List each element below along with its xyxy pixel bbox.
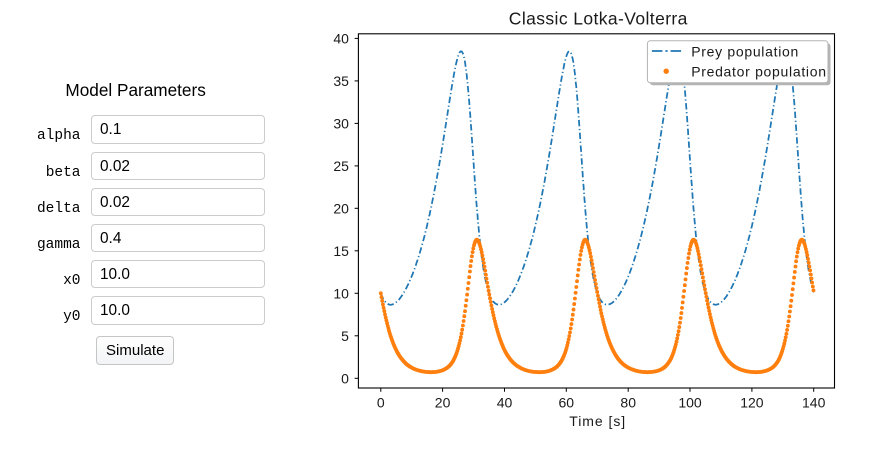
svg-text:100: 100 bbox=[678, 395, 702, 411]
svg-text:15: 15 bbox=[333, 243, 349, 259]
svg-text:10: 10 bbox=[333, 285, 349, 301]
svg-text:25: 25 bbox=[333, 158, 349, 174]
svg-text:120: 120 bbox=[740, 395, 764, 411]
svg-text:80: 80 bbox=[620, 395, 636, 411]
svg-text:5: 5 bbox=[341, 328, 349, 344]
svg-text:Time [s]: Time [s] bbox=[569, 413, 626, 429]
svg-text:Classic Lotka-Volterra: Classic Lotka-Volterra bbox=[509, 9, 688, 29]
svg-text:20: 20 bbox=[435, 395, 451, 411]
svg-text:30: 30 bbox=[333, 115, 349, 131]
svg-text:Prey population: Prey population bbox=[691, 44, 799, 60]
svg-text:20: 20 bbox=[333, 200, 349, 216]
svg-text:0: 0 bbox=[377, 395, 385, 411]
svg-text:0: 0 bbox=[341, 370, 349, 386]
svg-text:Predator population: Predator population bbox=[691, 64, 827, 80]
svg-text:40: 40 bbox=[333, 30, 349, 46]
svg-text:60: 60 bbox=[559, 395, 575, 411]
svg-text:40: 40 bbox=[497, 395, 513, 411]
svg-text:35: 35 bbox=[333, 73, 349, 89]
svg-text:140: 140 bbox=[802, 395, 826, 411]
